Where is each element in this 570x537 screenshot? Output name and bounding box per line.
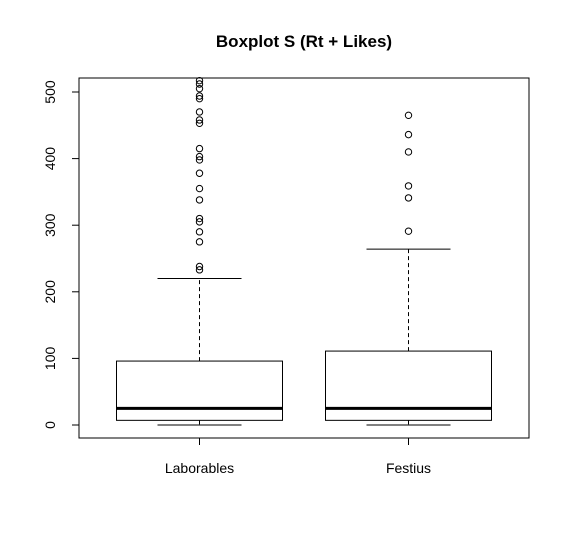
y-axis: 0 100 200 300 400 500 [42,80,80,429]
outlier-point [195,92,204,100]
outlier-point [404,130,413,139]
outlier-point [195,119,204,128]
outlier-point [195,228,204,236]
outlier-point [195,184,204,193]
outlier-point [195,152,204,161]
outlier-point [404,111,413,120]
outlier-point [195,238,204,246]
boxes [116,76,492,426]
outlier-point [404,194,413,202]
outlier-point [195,116,204,124]
outlier-point [195,156,204,164]
outlier-point [195,266,204,274]
outlier-point [195,262,204,271]
outlier-point [195,94,204,103]
outlier-point [195,169,204,177]
x-axis: Laborables Festius [165,437,431,476]
box-festius [325,111,492,426]
outlier-point [195,196,204,204]
outlier-point [195,108,204,116]
y-tick-label: 300 [42,213,58,237]
outlier-point [404,182,413,190]
x-tick-label: Festius [386,460,431,476]
y-tick-label: 200 [42,280,58,304]
chart-title: Boxplot S (Rt + Likes) [216,32,392,51]
y-tick-label: 500 [42,80,58,104]
outlier-point [195,218,204,226]
outlier-point [404,227,413,235]
outlier-point [195,214,204,223]
outlier-point [195,84,204,93]
outlier-point [195,144,204,153]
outlier-point [195,80,204,88]
y-tick-label: 100 [42,347,58,371]
box-laborables [116,76,283,426]
iqr-box [325,350,492,421]
iqr-box [116,360,283,421]
y-tick-label: 400 [42,147,58,171]
x-tick-label: Laborables [165,460,234,476]
outlier-point [404,148,413,156]
outlier-point [195,76,204,85]
y-tick-label: 0 [42,421,58,429]
